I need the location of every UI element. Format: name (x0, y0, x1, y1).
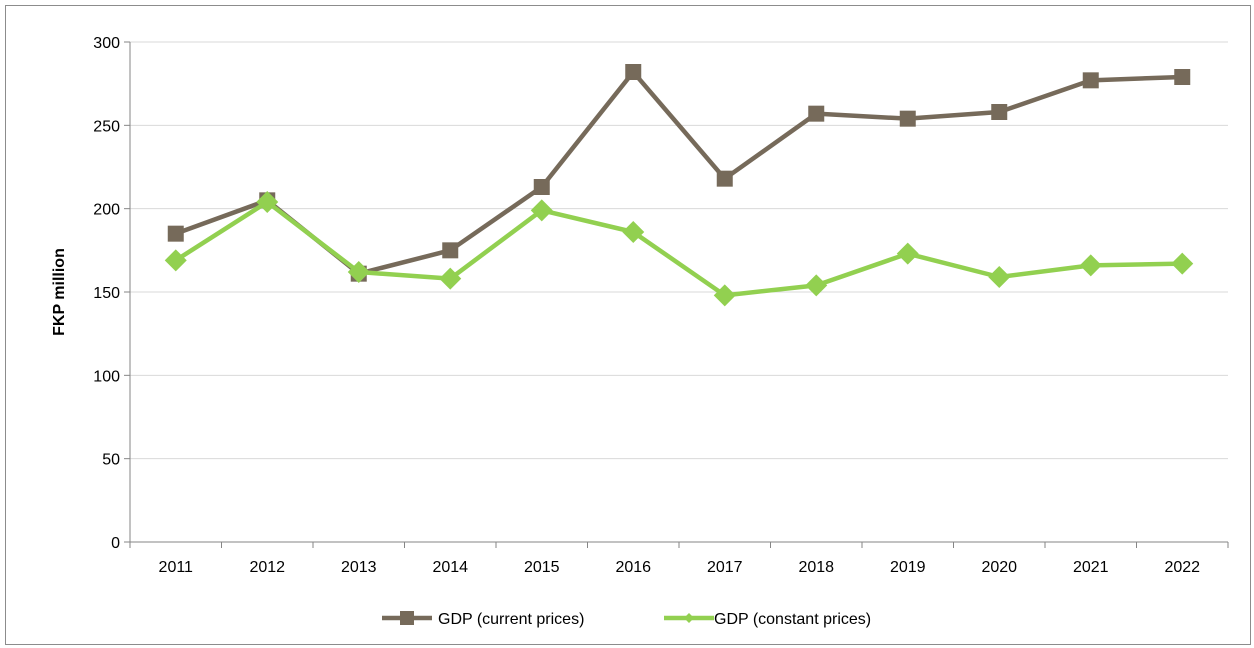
data-point-2019 (896, 242, 919, 265)
x-tick-label-2013: 2013 (341, 559, 377, 576)
y-tick-label: 150 (93, 285, 120, 302)
data-point-2014 (439, 267, 462, 290)
y-tick-label: 300 (93, 35, 120, 52)
x-tick-label-2014: 2014 (432, 559, 468, 576)
data-point-2021 (1079, 254, 1102, 277)
legend-marker (400, 611, 414, 625)
data-point-2011 (164, 249, 187, 272)
x-tick-label-2016: 2016 (615, 559, 651, 576)
legend-label: GDP (current prices) (438, 611, 584, 628)
legend: GDP (current prices) GDP (constant prices… (382, 611, 871, 628)
data-point-2020 (991, 104, 1008, 120)
x-tick-label-2011: 2011 (159, 559, 194, 576)
legend-entry-current-prices: GDP (current prices) (382, 611, 584, 628)
series-line (174, 69, 1183, 276)
x-tick-label-2020: 2020 (981, 559, 1017, 576)
data-point-2011 (167, 225, 184, 242)
data-point-2013 (347, 261, 370, 283)
series-line (174, 199, 1183, 298)
series-current-prices (167, 64, 1191, 282)
data-point-2016 (622, 221, 645, 243)
legend-entry-constant-prices: GDP (constant prices) (664, 611, 871, 628)
data-point-2016 (625, 64, 642, 80)
data-point-2022 (1174, 69, 1191, 85)
data-point-2017 (716, 170, 733, 187)
data-point-2018 (805, 274, 828, 297)
x-tick-label-2019: 2019 (890, 559, 926, 576)
legend-marker (684, 613, 694, 623)
x-tick-label-2012: 2012 (249, 559, 285, 576)
data-point-2012 (256, 191, 279, 213)
x-tick-label-2018: 2018 (798, 559, 834, 576)
data-point-2014 (442, 242, 459, 259)
data-point-2020 (988, 266, 1011, 288)
chart: 0 50 100 150 200 250 300 2011 2012 2013 2014 2015 20… (51, 35, 1229, 628)
y-tick-label: 200 (93, 202, 120, 219)
y-tick-label: 250 (93, 118, 120, 135)
y-tick-label: 0 (111, 535, 120, 552)
data-point-2015 (530, 199, 553, 222)
y-tick-label: 50 (102, 452, 120, 469)
chart-frame: 0 50 100 150 200 250 300 2011 2012 2013 2014 2015 20… (5, 5, 1251, 645)
legend-label: GDP (constant prices) (714, 611, 871, 628)
x-tick-label-2022: 2022 (1164, 559, 1200, 576)
x-tick-label-2017: 2017 (707, 559, 743, 576)
data-point-2017 (713, 284, 736, 307)
axes: 0 50 100 150 200 250 300 2011 2012 2013 2014 2015 20… (93, 35, 1229, 576)
data-point-2021 (1082, 72, 1099, 89)
y-axis-title: FKP million (51, 248, 68, 336)
x-tick-label-2015: 2015 (524, 559, 560, 576)
series-layer (164, 64, 1194, 307)
data-point-2018 (808, 105, 825, 122)
data-point-2022 (1171, 252, 1194, 275)
y-tick-label: 100 (93, 368, 120, 385)
data-point-2019 (899, 110, 916, 127)
gridlines (130, 41, 1228, 460)
data-point-2015 (533, 179, 550, 195)
x-tick-label-2021: 2021 (1073, 559, 1109, 576)
series-constant-prices (164, 191, 1194, 307)
